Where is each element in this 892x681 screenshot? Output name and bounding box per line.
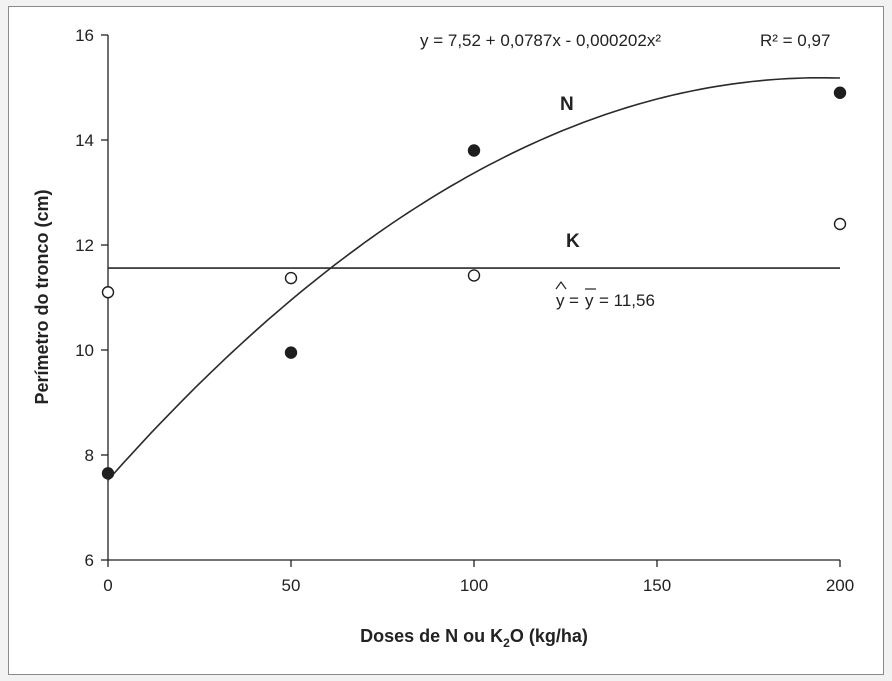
x-tick-label: 100: [460, 576, 488, 595]
y-tick-label: 8: [85, 446, 94, 465]
equals-sign: =: [569, 291, 579, 310]
x-axis-title-subscript: 2: [503, 636, 510, 650]
k-data-point: [467, 269, 481, 282]
k-data-point: [101, 286, 115, 299]
y-axis-title: Perímetro do tronco (cm): [32, 189, 52, 404]
k-data-point: [833, 217, 847, 231]
k-mean-equation: y = y = 11,56: [555, 280, 655, 310]
y-hat-symbol: y: [556, 291, 565, 310]
y-tick-label: 14: [75, 131, 94, 150]
x-tick-label: 200: [826, 576, 854, 595]
x-tick-label: 150: [643, 576, 671, 595]
n-data-point: [284, 346, 298, 359]
n-equation: y = 7,52 + 0,0787x - 0,000202x²: [420, 31, 661, 50]
n-data-point: [833, 86, 847, 99]
y-tick-label: 10: [75, 341, 94, 360]
n-fit-curve: [107, 77, 841, 481]
axes: [107, 35, 840, 561]
y-tick-label: 16: [75, 26, 94, 45]
y-tick-label: 12: [75, 236, 94, 255]
x-tick-label: 0: [103, 576, 112, 595]
x-axis-title: Doses de N ou K2O (kg/ha): [360, 626, 588, 650]
k-mean-value: = 11,56: [599, 291, 655, 310]
series-label-k: K: [566, 231, 580, 252]
n-data-point: [101, 467, 115, 480]
n-r-squared: R² = 0,97: [760, 31, 830, 50]
x-axis-title-suffix: O (kg/ha): [510, 626, 588, 646]
x-tick-label: 50: [282, 576, 301, 595]
hat-mark: [555, 280, 567, 290]
k-data-point: [284, 271, 298, 285]
fit-curves: [107, 77, 841, 481]
y-tick-label: 6: [85, 551, 94, 570]
ticks: 6 8 10 12 14 16 0 50 100 150 200: [75, 26, 854, 595]
x-axis-title-main: Doses de N ou K: [360, 626, 503, 646]
y-bar-symbol: y: [585, 291, 594, 310]
data-points: [101, 86, 847, 480]
n-data-point: [467, 144, 481, 157]
chart-frame: [8, 6, 884, 675]
series-label-n: N: [560, 94, 574, 115]
